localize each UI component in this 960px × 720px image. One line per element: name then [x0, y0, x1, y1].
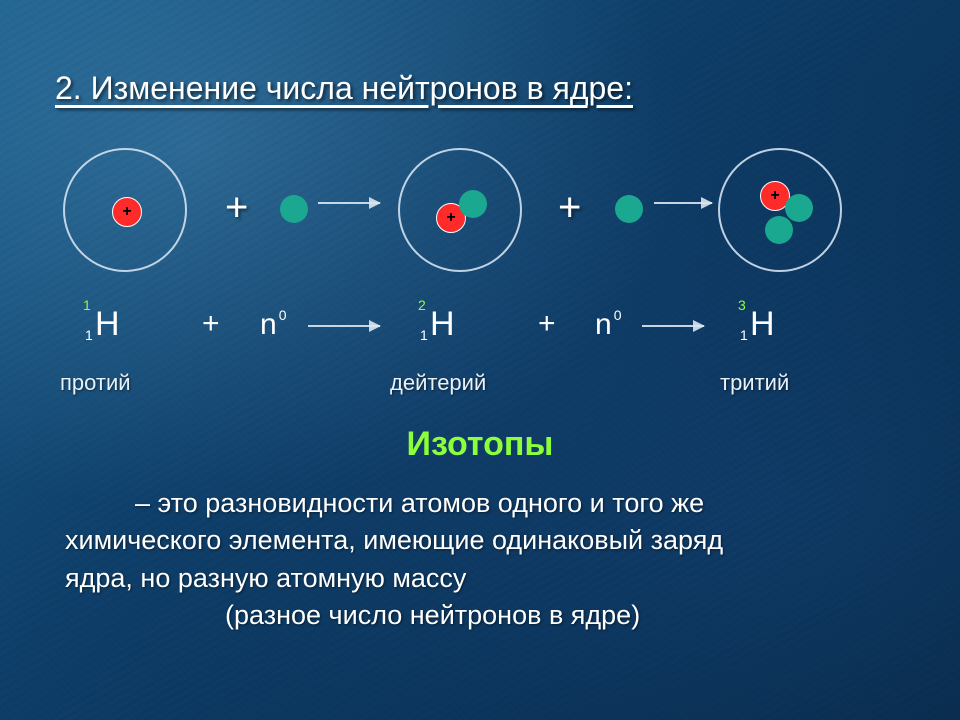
plus-symbol: +	[538, 307, 556, 341]
neutron	[459, 190, 487, 218]
equation-isotope-symbol: 31H	[750, 305, 775, 344]
def-line-3: ядра, но разную атомную массу	[65, 563, 466, 593]
slide: 2. Изменение числа нейтронов в ядре: +++…	[0, 0, 960, 720]
nucleus: +	[398, 148, 522, 272]
isotopes-definition: – это разновидности атомов одного и того…	[65, 485, 915, 634]
equation-row: 11H+n021H+n031H	[60, 305, 900, 365]
element-H: H	[430, 305, 455, 343]
equation-isotope-symbol: 11H	[95, 305, 120, 344]
isotopes-heading: Изотопы	[0, 425, 960, 464]
mass-number: 2	[418, 297, 426, 313]
arrow-icon	[654, 202, 712, 204]
proton-plus-icon: +	[770, 188, 779, 204]
name-tritium: тритий	[720, 370, 789, 396]
atomic-number: 1	[420, 327, 428, 343]
neutron	[785, 194, 813, 222]
arrow-icon	[642, 325, 704, 327]
arrow-icon	[308, 325, 380, 327]
equation-isotope-symbol: 21H	[430, 305, 455, 344]
atomic-number: 1	[740, 327, 748, 343]
equation-neutron-symbol: n0	[260, 308, 284, 342]
nucleus: +	[63, 148, 187, 272]
neutron-n: n	[260, 308, 277, 341]
proton: +	[112, 197, 142, 227]
slide-title: 2. Изменение числа нейтронов в ядре:	[55, 70, 633, 107]
neutron-n: n	[595, 308, 612, 341]
def-line-2: химического элемента, имеющие одинаковый…	[65, 525, 723, 555]
name-protium: протий	[60, 370, 131, 396]
plus-symbol: +	[202, 307, 220, 341]
element-H: H	[95, 305, 120, 343]
proton-plus-icon: +	[122, 204, 131, 220]
proton-plus-icon: +	[446, 210, 455, 226]
free-neutron	[615, 195, 643, 223]
free-neutron	[280, 195, 308, 223]
mass-number: 1	[83, 297, 91, 313]
neutron-zero-sup: 0	[279, 307, 287, 323]
equation-neutron-symbol: n0	[595, 308, 619, 342]
def-line-1: – это разновидности атомов одного и того…	[135, 488, 704, 518]
nuclei-diagram: + + + + +	[60, 140, 900, 290]
mass-number: 3	[738, 297, 746, 313]
plus-symbol: +	[225, 186, 248, 231]
element-H: H	[750, 305, 775, 343]
nucleus: +	[718, 148, 842, 272]
atomic-number: 1	[85, 327, 93, 343]
plus-symbol: +	[558, 186, 581, 231]
neutron	[765, 216, 793, 244]
neutron-zero-sup: 0	[614, 307, 622, 323]
def-line-4: (разное число нейтронов в ядре)	[225, 600, 640, 630]
arrow-icon	[318, 202, 380, 204]
name-deuterium: дейтерий	[390, 370, 486, 396]
